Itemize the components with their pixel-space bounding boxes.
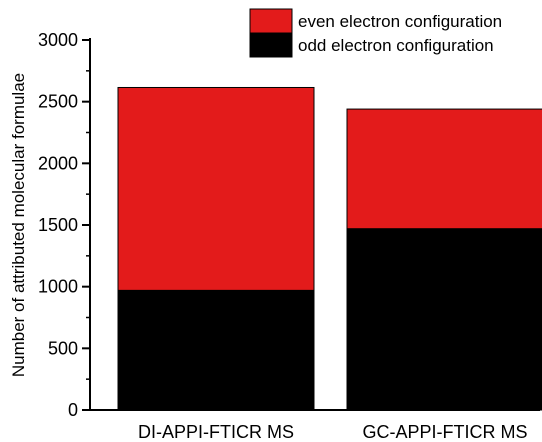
x-category-labels: DI-APPI-FTICR MS GC-APPI-FTICR MS xyxy=(138,422,528,442)
bar-segment-even-2 xyxy=(346,108,542,230)
bar-segment-odd-1 xyxy=(117,289,315,411)
y-ticks-group: 0 500 1000 1500 2000 2500 3000 xyxy=(38,30,90,420)
legend-label-even: even electron configuration xyxy=(298,12,502,31)
y-tick-label: 1500 xyxy=(38,215,78,235)
y-tick-label: 3000 xyxy=(38,30,78,50)
bars-group xyxy=(117,86,542,411)
legend-label-odd: odd electron configuration xyxy=(298,36,494,55)
y-tick-label: 0 xyxy=(68,400,78,420)
y-axis-label: Number of attributed molecular formulae xyxy=(9,73,28,377)
legend-swatch-odd xyxy=(249,32,293,58)
x-category-label: GC-APPI-FTICR MS xyxy=(363,422,528,442)
y-tick-label: 1000 xyxy=(38,277,78,297)
x-category-label: DI-APPI-FTICR MS xyxy=(138,422,294,442)
y-tick-label: 2500 xyxy=(38,92,78,112)
bar-segment-even-1 xyxy=(117,86,315,291)
legend-swatch-even xyxy=(249,8,293,34)
y-tick-label: 500 xyxy=(48,338,78,358)
legend: even electron configuration odd electron … xyxy=(249,8,502,58)
bar-segment-odd-2 xyxy=(346,228,542,411)
y-tick-label: 2000 xyxy=(38,153,78,173)
